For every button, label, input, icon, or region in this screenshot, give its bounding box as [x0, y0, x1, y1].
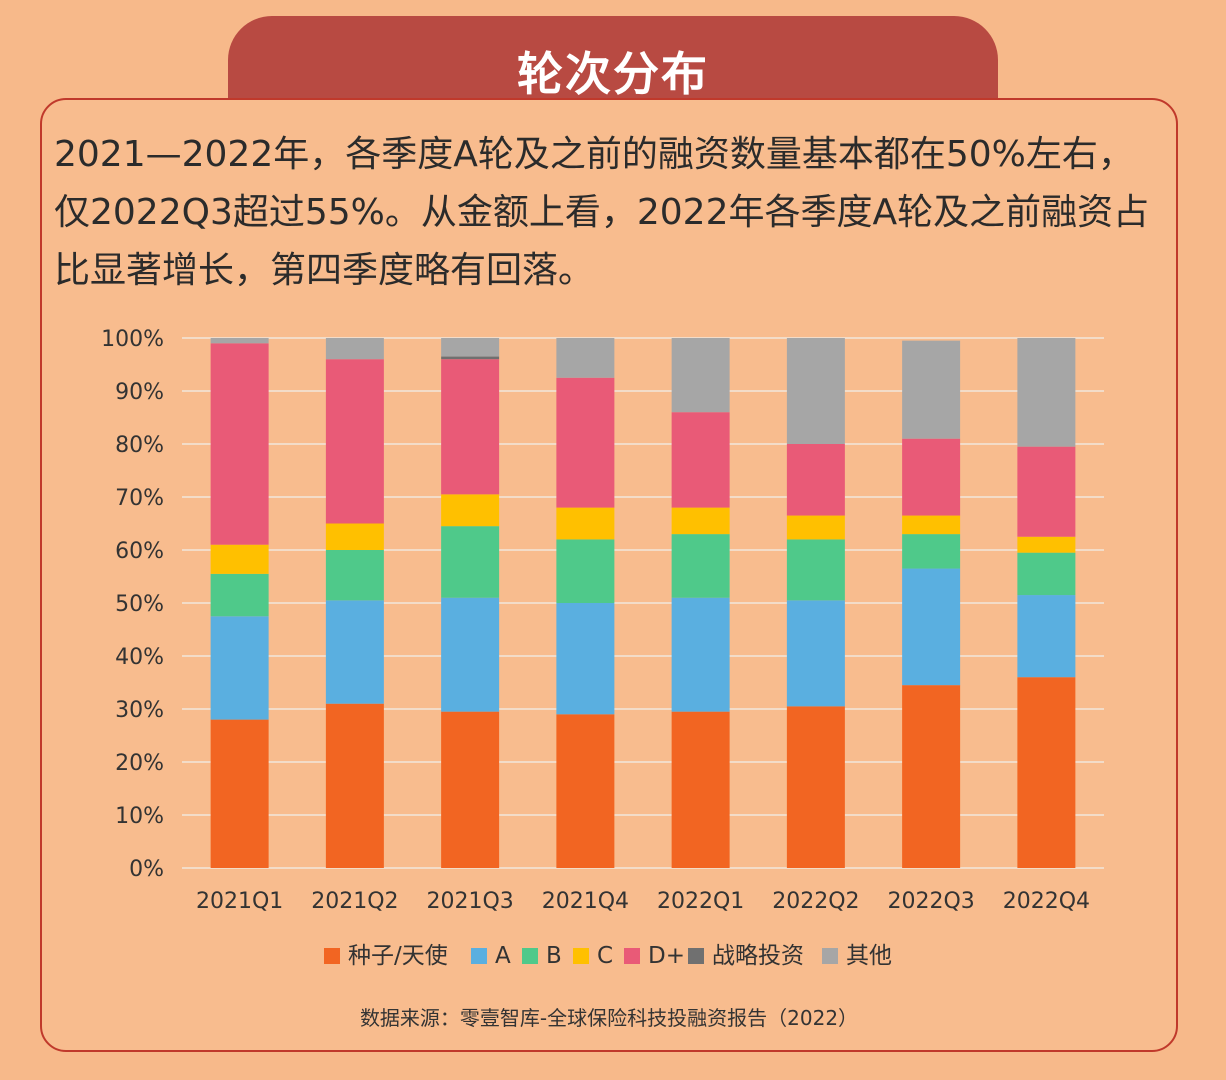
bar-segment [210, 573, 269, 617]
bar-segment [556, 714, 615, 868]
bar-segment [1017, 677, 1076, 868]
x-tick-label: 2022Q3 [887, 889, 974, 914]
bar-segment [441, 494, 500, 527]
legend-label: D+ [648, 943, 685, 969]
legend-swatch [688, 948, 704, 964]
legend-swatch [324, 948, 340, 964]
legend-swatch [822, 948, 838, 964]
legend-label: 种子/天使 [348, 943, 448, 969]
bar-segment [325, 338, 384, 360]
bar-segment [210, 343, 269, 545]
y-tick-label: 20% [115, 751, 164, 776]
legend-label: B [546, 943, 562, 969]
legend-label: C [597, 943, 613, 969]
x-tick-label: 2021Q1 [196, 889, 283, 914]
bar-segment [325, 523, 384, 550]
y-tick-label: 40% [115, 645, 164, 670]
bar-segment [671, 507, 730, 535]
y-tick-label: 100% [101, 327, 164, 352]
bar-segment [786, 444, 845, 516]
legend-swatch [624, 948, 640, 964]
page-title: 轮次分布 [517, 47, 709, 101]
bar-segment [441, 597, 500, 712]
bar-segment [556, 603, 615, 715]
bar-segment [902, 568, 961, 686]
bar-segment [325, 703, 384, 868]
bar-segment [325, 550, 384, 601]
description-text: 2021—2022年，各季度A轮及之前的融资数量基本都在50%左右，仅2022Q… [54, 134, 1150, 291]
x-tick-label: 2022Q2 [772, 889, 859, 914]
bar-segment [1017, 536, 1076, 553]
bar-segment [671, 412, 730, 508]
title-tab: 轮次分布 [228, 16, 998, 101]
content-card: 2021—2022年，各季度A轮及之前的融资数量基本都在50%左右，仅2022Q… [40, 98, 1178, 1052]
bar-segment [325, 600, 384, 704]
bar-segment [556, 539, 615, 603]
bar-segment [1017, 552, 1076, 596]
y-tick-label: 60% [115, 539, 164, 564]
bar-segment [441, 338, 500, 357]
bar-segment [441, 711, 500, 868]
x-tick-label: 2021Q4 [542, 889, 629, 914]
bar-segment [786, 600, 845, 707]
bar-segment [902, 340, 961, 439]
legend-label: A [495, 943, 511, 969]
y-tick-label: 70% [115, 486, 164, 511]
bar-segment [441, 356, 500, 360]
stacked-bar-chart: 0% 10% 20% 30% 40% 50% 60% 70% 80% 90% 100% 2021Q1 2… [101, 327, 1104, 969]
y-tick-label: 80% [115, 433, 164, 458]
x-tick-label: 2021Q2 [311, 889, 398, 914]
legend-swatch [522, 948, 538, 964]
bar-segment [441, 526, 500, 598]
x-tick-label: 2021Q3 [426, 889, 513, 914]
bar-segment [556, 377, 615, 508]
bar-segment [902, 515, 961, 535]
bar-segment [671, 711, 730, 868]
bar-segment [556, 507, 615, 540]
bar-segment [786, 706, 845, 868]
bar-segment [902, 534, 961, 569]
bar-segment [786, 338, 845, 444]
bar-segment [671, 338, 730, 413]
bar-segment [1017, 338, 1076, 447]
x-tick-label: 2022Q4 [1003, 889, 1090, 914]
x-tick-label: 2022Q1 [657, 889, 744, 914]
bar-segment [1017, 595, 1076, 678]
bar-segment [210, 544, 269, 574]
y-tick-label: 0% [129, 857, 164, 882]
legend-swatch [573, 948, 589, 964]
bar-segment [441, 359, 500, 495]
legend-label: 战略投资 [712, 943, 804, 969]
bar-segment [210, 616, 269, 720]
bar-segment [210, 719, 269, 868]
bar-segment [902, 685, 961, 868]
bar-segment [786, 515, 845, 540]
bar-segment [786, 539, 845, 601]
bar-segment [671, 534, 730, 598]
bar-segment [556, 338, 615, 378]
legend-label: 其他 [846, 943, 892, 969]
bar-segment [325, 359, 384, 524]
y-tick-label: 30% [115, 698, 164, 723]
legend-swatch [471, 948, 487, 964]
y-tick-label: 50% [115, 592, 164, 617]
bar-segment [1017, 446, 1076, 537]
bar-segment [902, 438, 961, 516]
bar-segment [671, 597, 730, 712]
y-tick-label: 10% [115, 804, 164, 829]
y-tick-label: 90% [115, 380, 164, 405]
bar-segment [210, 338, 269, 344]
data-source: 数据来源：零壹智库-全球保险科技投融资报告（2022） [359, 1006, 859, 1030]
